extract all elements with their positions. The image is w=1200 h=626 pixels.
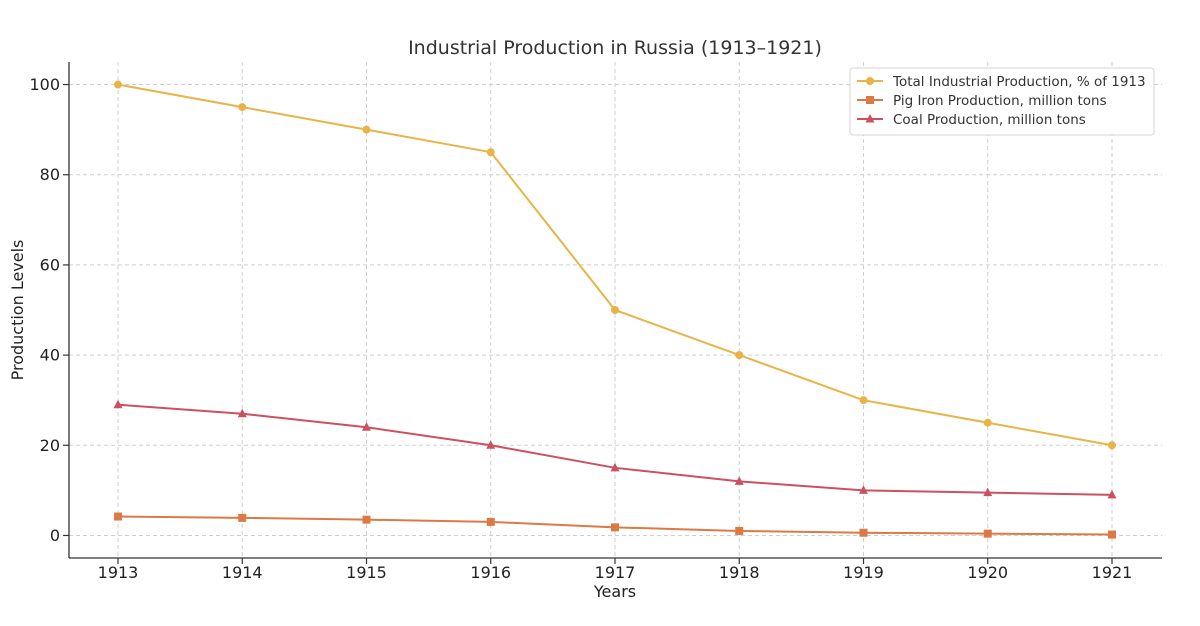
legend-label: Total Industrial Production, % of 1913 <box>892 74 1146 90</box>
data-point <box>734 476 744 485</box>
y-tick-label: 100 <box>29 75 60 94</box>
series <box>113 80 1117 539</box>
x-tick-label: 1916 <box>470 563 511 582</box>
data-point <box>1107 489 1117 499</box>
data-point <box>113 399 123 409</box>
series-2 <box>114 512 1116 539</box>
data-point <box>486 440 496 449</box>
series-1 <box>114 80 1116 450</box>
data-point <box>1108 530 1116 539</box>
y-tick-label: 60 <box>40 255 60 274</box>
data-point <box>983 487 993 497</box>
y-axis-title: Production Levels <box>8 240 27 381</box>
x-tick-label: 1921 <box>1092 563 1133 582</box>
legend-swatch-marker <box>866 77 874 85</box>
data-point <box>735 351 744 360</box>
data-point <box>1108 441 1116 450</box>
series-3 <box>113 399 1117 499</box>
x-tick-label: 1920 <box>967 563 1008 582</box>
data-point <box>238 513 247 522</box>
legend-item: Total Industrial Production, % of 1913 <box>857 74 1146 90</box>
x-tick-label: 1913 <box>98 563 139 582</box>
data-point <box>114 512 122 521</box>
y-tick-label: 40 <box>40 346 60 365</box>
data-point <box>859 528 868 537</box>
data-point <box>611 523 619 532</box>
grid <box>69 62 1162 558</box>
data-point <box>610 462 620 472</box>
data-point <box>486 517 495 526</box>
y-tick-label: 80 <box>40 165 60 184</box>
data-point <box>238 103 247 112</box>
x-tick-label: 1918 <box>719 563 760 582</box>
legend-label: Coal Production, million tons <box>893 112 1086 128</box>
data-point <box>362 125 371 134</box>
data-point <box>114 80 122 89</box>
legend-label: Pig Iron Production, million tons <box>893 93 1107 109</box>
legend-swatch-marker <box>865 114 875 123</box>
x-axis-title: Years <box>593 582 636 601</box>
data-point <box>237 408 247 418</box>
data-point <box>362 422 371 431</box>
legend: Total Industrial Production, % of 1913 Pi… <box>849 67 1155 136</box>
x-tick-label: 1917 <box>595 563 636 582</box>
ticks: 1913 1914 1915 1916 1917 1918 1919 1920 1921 0 20 4… <box>29 75 1132 582</box>
chart-title: Industrial Production in Russia (1913–19… <box>408 37 822 59</box>
legend-item: Pig Iron Production, million tons <box>857 93 1107 109</box>
y-tick-label: 20 <box>40 436 60 455</box>
data-point <box>611 306 619 314</box>
data-point <box>735 526 744 535</box>
legend-swatch-marker <box>866 96 874 104</box>
x-tick-label: 1914 <box>222 563 263 582</box>
legend-item: Coal Production, million tons <box>857 112 1086 128</box>
data-point <box>983 529 992 538</box>
data-point <box>486 148 495 157</box>
data-point <box>859 485 868 494</box>
data-point <box>362 515 371 524</box>
x-tick-label: 1915 <box>346 563 387 582</box>
data-point <box>859 396 868 405</box>
x-tick-label: 1919 <box>843 563 884 582</box>
y-tick-label: 0 <box>50 526 60 545</box>
data-point <box>983 418 992 427</box>
legend-box <box>849 67 1155 136</box>
